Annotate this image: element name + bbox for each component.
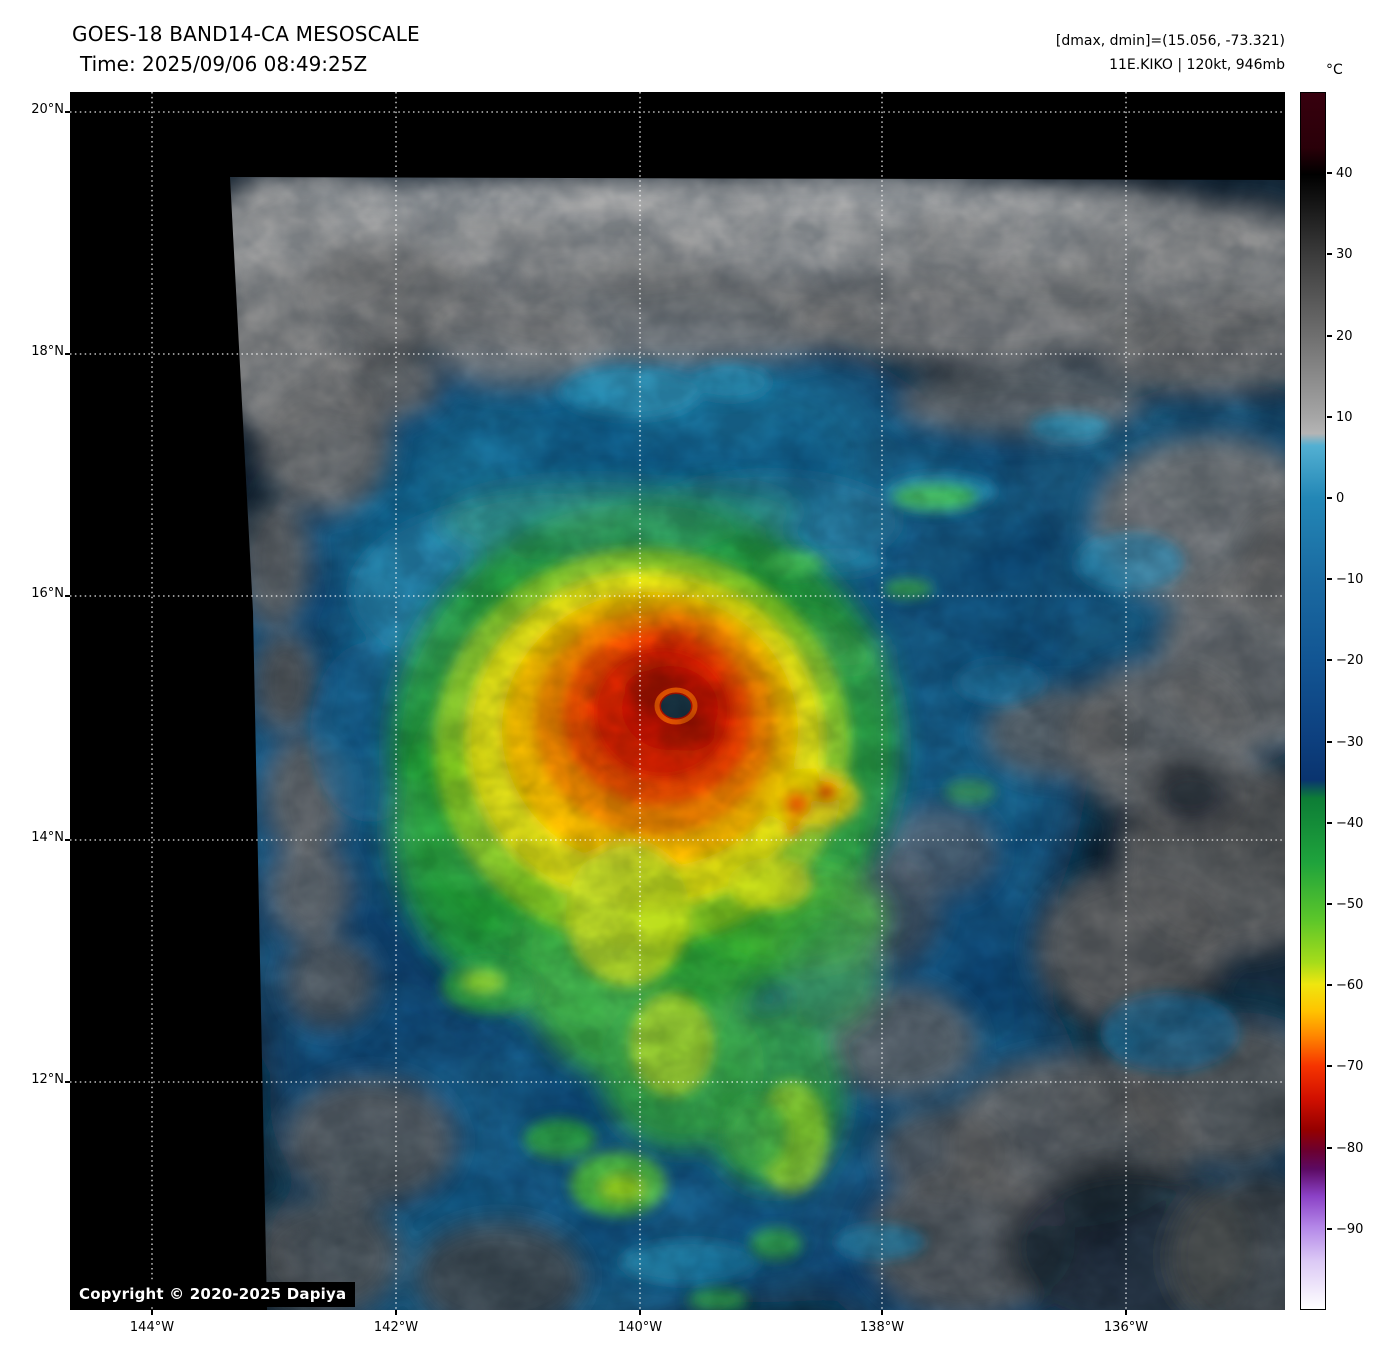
lat-label: 16°N — [31, 586, 64, 601]
colorbar-tick-mark — [1327, 903, 1332, 905]
colorbar-tick-label: −40 — [1336, 815, 1364, 831]
colorbar-tick-label: −80 — [1336, 1140, 1364, 1156]
colorbar-tick: 30 — [1327, 245, 1353, 263]
lat-label: 20°N — [31, 102, 64, 117]
latlon-gridlines — [70, 92, 1285, 1310]
colorbar-tick: −20 — [1327, 651, 1363, 669]
colorbar-tick-mark — [1327, 578, 1332, 580]
map-plot-area: Copyright © 2020-2025 Dapiya — [70, 92, 1285, 1310]
lon-label: 138°W — [859, 1320, 905, 1335]
colorbar-gradient — [1301, 93, 1325, 1309]
x-axis-tick — [151, 1310, 153, 1315]
cloud-texture-dark — [230, 177, 1285, 1310]
colorbar-tick-label: −70 — [1336, 1058, 1364, 1074]
colorbar-tick-label: −50 — [1336, 896, 1364, 912]
colorbar-tick: −50 — [1327, 895, 1363, 913]
lon-label: 136°W — [1103, 1320, 1149, 1335]
lat-label: 18°N — [31, 344, 64, 359]
colorbar-tick-mark — [1327, 1228, 1332, 1230]
y-axis-tick — [65, 353, 70, 355]
lat-label: 12°N — [31, 1072, 64, 1087]
dmax-dmin-readout: [dmax, dmin]=(15.056, -73.321) — [1055, 33, 1285, 49]
colorbar-tick-label: −60 — [1336, 977, 1364, 993]
colorbar-tick: 10 — [1327, 408, 1353, 426]
colorbar-tick-label: 10 — [1336, 409, 1353, 425]
colorbar-tick: −80 — [1327, 1139, 1363, 1157]
y-axis-tick — [65, 839, 70, 841]
y-axis-tick — [65, 595, 70, 597]
lat-label: 14°N — [31, 830, 64, 845]
colorbar-tick-label: −10 — [1336, 571, 1364, 587]
colorbar-tick: −40 — [1327, 814, 1363, 832]
y-axis-tick — [65, 111, 70, 113]
colorbar-tick: −60 — [1327, 976, 1363, 994]
colorbar-tick-mark — [1327, 984, 1332, 986]
colorbar-tick-mark — [1327, 1147, 1332, 1149]
storm-info: 11E.KIKO | 120kt, 946mb — [1109, 57, 1285, 73]
colorbar-tick-label: 0 — [1336, 490, 1345, 506]
colorbar-tick: −10 — [1327, 570, 1363, 588]
colorbar-tick-label: 30 — [1336, 246, 1353, 262]
x-axis-tick — [1125, 1310, 1127, 1315]
colorbar-tick: −70 — [1327, 1057, 1363, 1075]
x-axis-tick — [395, 1310, 397, 1315]
colorbar-tick-mark — [1327, 172, 1332, 174]
colorbar-tick-mark — [1327, 659, 1332, 661]
colorbar — [1300, 92, 1326, 1310]
x-axis-tick — [639, 1310, 641, 1315]
colorbar-tick: −90 — [1327, 1220, 1363, 1238]
x-axis-tick — [881, 1310, 883, 1315]
plot-timestamp: Time: 2025/09/06 08:49:25Z — [80, 52, 368, 76]
colorbar-tick-mark — [1327, 416, 1332, 418]
colorbar-tick: −30 — [1327, 733, 1363, 751]
colorbar-tick-label: −20 — [1336, 652, 1364, 668]
colorbar-tick: 20 — [1327, 327, 1353, 345]
colorbar-unit-label: °C — [1326, 62, 1343, 78]
plot-title: GOES-18 BAND14-CA MESOSCALE — [72, 22, 420, 46]
colorbar-tick: 0 — [1327, 489, 1344, 507]
colorbar-tick-mark — [1327, 822, 1332, 824]
colorbar-tick-mark — [1327, 1065, 1332, 1067]
y-axis-tick — [65, 1081, 70, 1083]
lon-label: 142°W — [373, 1320, 419, 1335]
colorbar-tick-mark — [1327, 741, 1332, 743]
colorbar-tick-label: 40 — [1336, 165, 1353, 181]
lon-label: 144°W — [129, 1320, 175, 1335]
colorbar-tick-mark — [1327, 253, 1332, 255]
lon-label: 140°W — [617, 1320, 663, 1335]
colorbar-tick-label: −30 — [1336, 734, 1364, 750]
satellite-ir-image — [70, 92, 1285, 1310]
colorbar-tick-mark — [1327, 497, 1332, 499]
colorbar-tick-label: −90 — [1336, 1221, 1364, 1237]
colorbar-tick: 40 — [1327, 164, 1353, 182]
colorbar-tick-label: 20 — [1336, 328, 1353, 344]
copyright-badge: Copyright © 2020-2025 Dapiya — [75, 1282, 356, 1307]
colorbar-tick-mark — [1327, 335, 1332, 337]
